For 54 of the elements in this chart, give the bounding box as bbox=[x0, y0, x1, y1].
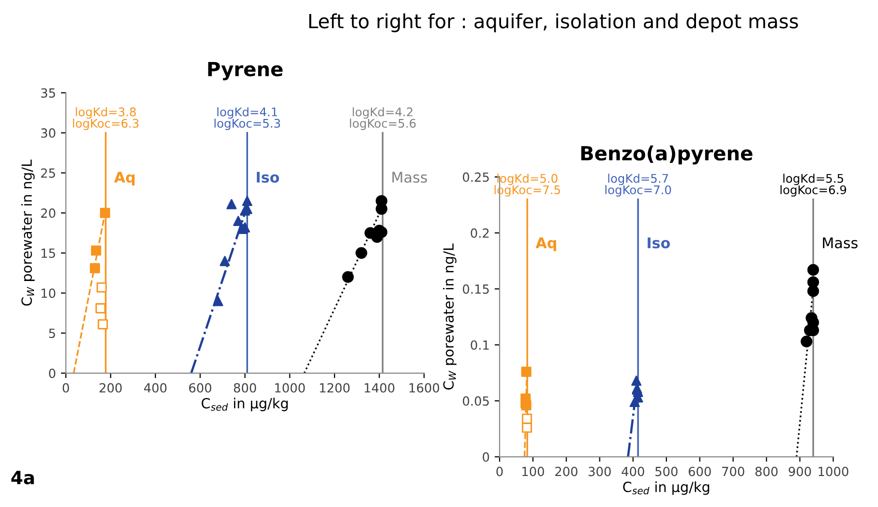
y-tick-label: 0.1 bbox=[470, 340, 489, 350]
annotation: Aq bbox=[536, 238, 556, 252]
y-tick-label: 15 bbox=[42, 248, 56, 258]
y-axis-title: C$_{W}$ porewater in ng/L bbox=[443, 244, 456, 390]
x-tick-label: 700 bbox=[722, 466, 744, 476]
x-tick-label: 1200 bbox=[320, 383, 350, 393]
x-tick-label: 1400 bbox=[364, 383, 394, 393]
y-tick-label: 30 bbox=[41, 128, 56, 138]
y-axis-title: C$_{W}$ porewater in ng/L bbox=[21, 160, 35, 306]
x-axis-title: C$_{sed}$ in µg/kg bbox=[623, 481, 710, 495]
x-tick-label: 400 bbox=[622, 466, 644, 476]
y-tick-label: 20 bbox=[41, 208, 56, 218]
annotation: Iso bbox=[648, 238, 670, 248]
text: Left to right for : aquifer, isolation and depot mass bbox=[309, 13, 798, 32]
x-tick-label: 1000 bbox=[275, 383, 305, 393]
x-axis-title: C$_{sed}$ in µg/kg bbox=[202, 398, 288, 412]
chart-title: Pyrene bbox=[208, 62, 283, 80]
annotation: logKd=4.2 logKoc=5.6 bbox=[350, 107, 416, 130]
text: 4a bbox=[11, 470, 34, 484]
annotation: Aq bbox=[114, 172, 135, 186]
x-tick-label: 0 bbox=[496, 466, 503, 476]
annotation: Iso bbox=[256, 172, 280, 183]
x-tick-label: 0 bbox=[62, 383, 69, 393]
annotation: Mass bbox=[392, 172, 427, 183]
y-tick-label: 0.15 bbox=[462, 284, 489, 294]
x-tick-label: 600 bbox=[688, 466, 711, 476]
y-tick-label: 25 bbox=[41, 168, 56, 178]
x-tick-label: 1000 bbox=[818, 466, 848, 476]
x-tick-label: 900 bbox=[788, 466, 811, 476]
annotation: logKd=5.0 logKoc=7.5 bbox=[494, 174, 560, 197]
y-tick-label: 5 bbox=[49, 328, 56, 338]
x-tick-label: 600 bbox=[189, 383, 212, 393]
x-tick-label: 400 bbox=[144, 383, 167, 393]
y-tick-label: 0.2 bbox=[470, 228, 489, 238]
x-tick-label: 500 bbox=[655, 466, 678, 476]
x-tick-label: 200 bbox=[555, 466, 578, 476]
x-tick-label: 800 bbox=[755, 466, 778, 476]
annotation: logKd=4.1 logKoc=5.3 bbox=[214, 107, 280, 130]
y-tick-label: 0.05 bbox=[462, 396, 489, 406]
chart-title: Benzo(a)pyrene bbox=[581, 146, 752, 164]
annotation: logKd=5.7 logKoc=7.0 bbox=[605, 174, 672, 197]
x-tick-label: 200 bbox=[100, 383, 122, 393]
y-tick-label: 0 bbox=[49, 368, 56, 378]
y-tick-label: 10 bbox=[42, 288, 56, 298]
x-tick-label: 300 bbox=[588, 466, 611, 476]
x-tick-label: 1600 bbox=[410, 383, 440, 393]
y-tick-label: 0.25 bbox=[462, 172, 489, 182]
x-tick-label: 100 bbox=[522, 466, 544, 476]
annotation: Mass bbox=[822, 238, 858, 248]
annotation: logKd=5.5 logKoc=6.9 bbox=[780, 174, 846, 197]
y-tick-label: 35 bbox=[41, 88, 56, 98]
annotation: logKd=3.8 logKoc=6.3 bbox=[73, 107, 139, 130]
x-tick-label: 800 bbox=[234, 383, 256, 393]
y-tick-label: 0 bbox=[482, 452, 490, 462]
